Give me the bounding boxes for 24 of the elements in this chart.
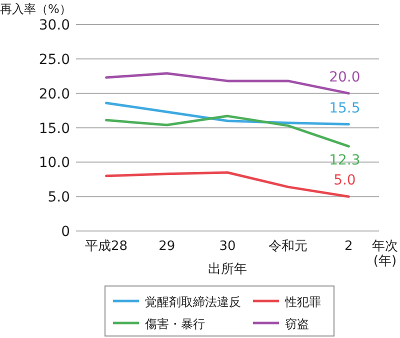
y-tick-label: 10.0 [38, 155, 70, 172]
legend-label: 覚醒剤取締法違反 [145, 295, 241, 309]
y-tick-label: 0 [61, 224, 70, 240]
y-tick-label: 25.0 [38, 52, 70, 68]
data-label: 15.5 [329, 100, 360, 116]
y-tick-label: 30.0 [38, 18, 70, 34]
text: 年次 (年) [372, 239, 398, 269]
data-label: 5.0 [334, 172, 356, 189]
x-tick-label: 令和元 [268, 239, 308, 254]
x-tick-label: 2 [344, 239, 353, 254]
legend-label: 性犯罪 [284, 295, 321, 309]
legend-label: 傷害・暴行 [144, 317, 205, 331]
line-series [105, 114, 350, 148]
y-tick-label: 5.0 [48, 190, 70, 206]
y-axis-title: 再入率（%） [0, 2, 72, 16]
x-tick-label: 30 [219, 239, 236, 254]
x-axis-title: 出所年 [208, 262, 247, 277]
y-tick-label: 20.0 [38, 86, 70, 102]
data-label: 12.3 [329, 152, 360, 168]
x-tick-label: 平成28 [85, 239, 128, 254]
legend-label: 窃盗 [285, 317, 309, 331]
y-tick-label: 15.0 [38, 120, 70, 137]
x-tick-label: 29 [158, 239, 176, 254]
data-label: 20.0 [329, 69, 360, 86]
